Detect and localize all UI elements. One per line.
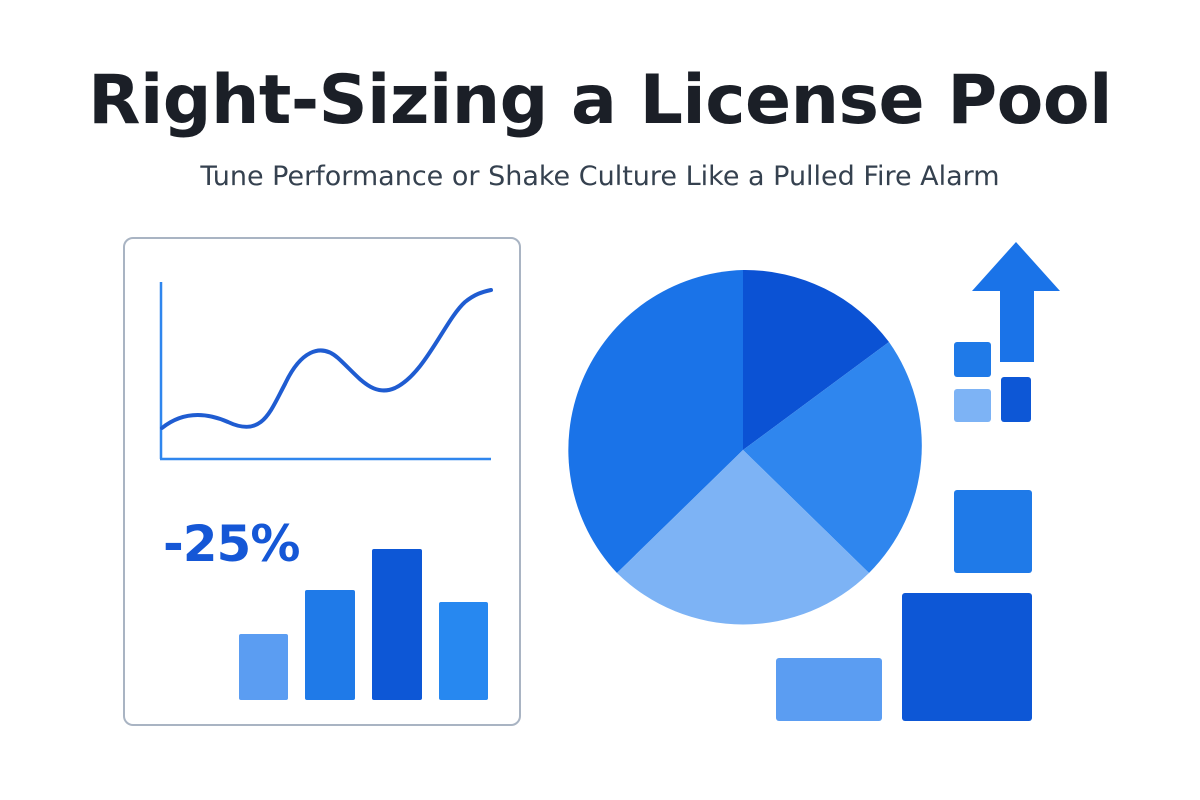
pie-slice-bottom (617, 450, 869, 625)
large-square (902, 593, 1032, 721)
pie-slice-top (743, 269, 889, 450)
pie-chart-icon (568, 269, 922, 625)
small-square-bottom-left (954, 389, 991, 422)
pie-slice-large (568, 270, 743, 573)
small-square-top-left (954, 342, 991, 377)
page-title: Right-Sizing a License Pool (88, 61, 1112, 140)
bar-chart-icon (239, 549, 488, 700)
small-square-right (1001, 377, 1031, 422)
up-arrow-icon (972, 242, 1060, 362)
page-subtitle: Tune Performance or Shake Culture Like a… (200, 161, 1000, 192)
bar-2 (305, 590, 355, 700)
bar-3 (372, 549, 422, 700)
line-chart-icon (159, 282, 493, 461)
pie-slice-right (743, 342, 922, 573)
bar-1 (239, 634, 288, 700)
stat-value: -25% (163, 515, 300, 573)
squares-icon (776, 342, 1032, 721)
wide-rect (776, 658, 882, 721)
medium-square (954, 490, 1032, 573)
line-chart-curve (160, 288, 493, 430)
bar-4 (439, 602, 488, 700)
